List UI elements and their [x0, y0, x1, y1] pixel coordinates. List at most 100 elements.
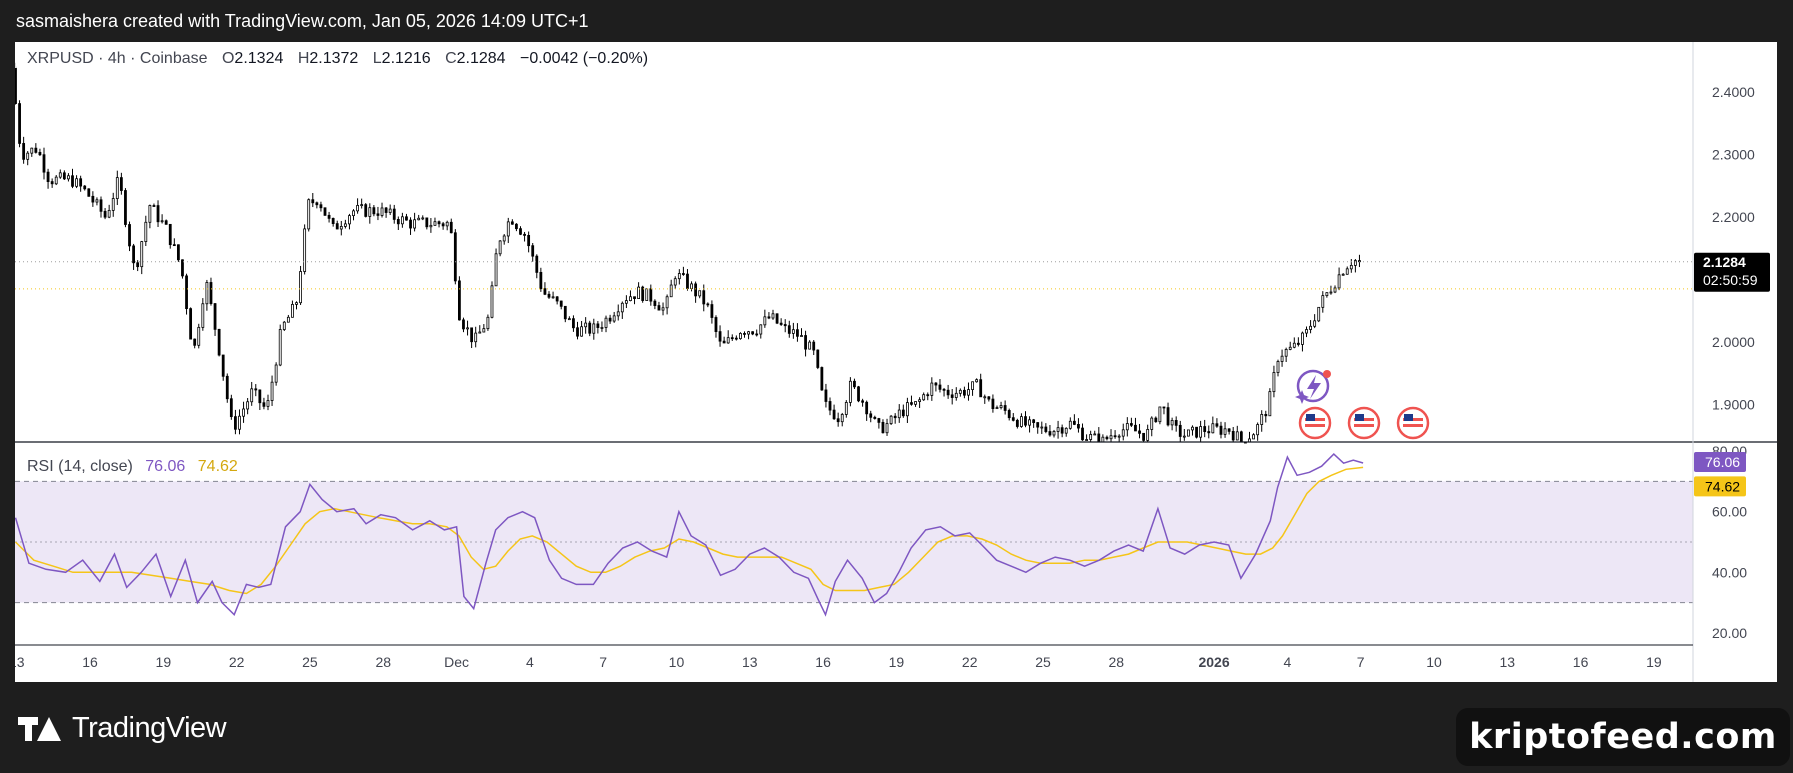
candle-body — [234, 416, 237, 430]
candle-body — [103, 210, 107, 218]
candle-body — [405, 216, 408, 221]
candle-body — [926, 394, 930, 397]
candle-body — [356, 205, 359, 212]
candle-body — [319, 204, 323, 209]
candle-body — [225, 375, 229, 400]
rsi-ma-badge: 74.62 — [1694, 476, 1746, 497]
candle-body — [262, 402, 266, 407]
candle-body — [1101, 436, 1105, 443]
time-axis: 13 16 19 22 25 28 Dec 4 7 10 13 16 19 22 25 28 2026 4 7 10 1… — [15, 654, 1662, 670]
us-flag-icon[interactable] — [1396, 406, 1430, 440]
candle-body — [979, 379, 983, 398]
candle-body — [616, 311, 620, 317]
candle-body — [388, 208, 392, 213]
candle-body — [409, 219, 412, 229]
candle-body — [478, 331, 482, 334]
candle-body — [796, 329, 799, 337]
candle-body — [368, 207, 372, 217]
candle-body — [661, 307, 665, 311]
candle-body — [95, 199, 99, 203]
time-tick-label: 10 — [1426, 654, 1442, 670]
candle-body — [950, 394, 954, 398]
candle-body — [901, 409, 905, 417]
candle-body — [1036, 422, 1040, 428]
candle-body — [421, 217, 425, 220]
candle-body — [958, 389, 962, 394]
candle-body — [172, 244, 176, 247]
candle-body — [250, 388, 254, 403]
candle-body — [466, 327, 469, 330]
candle-body — [812, 341, 816, 351]
candle-body — [238, 415, 241, 430]
candle-body — [339, 226, 343, 230]
candle-body — [1040, 426, 1044, 429]
rsi-ma-line — [15, 466, 1364, 595]
candle-body — [1077, 424, 1080, 429]
candle-body — [645, 288, 649, 301]
candle-body — [539, 271, 543, 290]
candle-body — [1158, 406, 1162, 423]
candle-body — [1072, 420, 1076, 425]
candle-body — [1260, 414, 1264, 425]
candle-body — [209, 282, 213, 305]
candle-body — [392, 208, 396, 220]
low-value: 2.1216 — [382, 50, 431, 67]
candle-body — [820, 367, 824, 391]
candle-body — [938, 384, 942, 390]
candle-body — [307, 199, 311, 230]
chart-caption: sasmaishera created with TradingView.com… — [16, 11, 589, 31]
candle-body — [844, 402, 848, 415]
rsi-title: RSI (14, close) — [27, 458, 133, 475]
candle-body — [1280, 355, 1284, 362]
candle-body — [747, 331, 750, 335]
candle-body — [148, 205, 152, 223]
candle-body — [71, 175, 74, 187]
candle-body — [1146, 429, 1150, 441]
candle-body — [311, 199, 315, 204]
time-tick-label: 19 — [1646, 654, 1662, 670]
candle-body — [991, 398, 995, 410]
candle-body — [853, 380, 856, 388]
candle-body — [498, 240, 502, 255]
candle-body — [1345, 268, 1349, 275]
rsi-badge-value: 76.06 — [1705, 454, 1740, 470]
us-flag-icon[interactable] — [1347, 406, 1381, 440]
time-tick-label: Dec — [444, 654, 469, 670]
candle-body — [1276, 361, 1280, 373]
close-value: 2.1284 — [457, 50, 506, 67]
time-tick-label: 22 — [962, 654, 978, 670]
candle-body — [596, 323, 600, 328]
candle-body — [620, 302, 624, 313]
candle-body — [376, 213, 380, 216]
candle-body — [58, 172, 62, 178]
tradingview-logo[interactable]: TradingView — [18, 712, 227, 745]
candle-body — [164, 220, 168, 225]
candle-body — [889, 415, 893, 425]
candle-body — [197, 326, 201, 346]
us-flag-icon[interactable] — [1298, 406, 1332, 440]
time-tick-label: 4 — [526, 654, 534, 670]
candle-body — [743, 333, 746, 335]
candle-body — [779, 322, 783, 325]
candle-body — [124, 190, 127, 225]
candle-body — [832, 409, 836, 420]
event-icons[interactable] — [1295, 369, 1430, 440]
candle-body — [315, 202, 319, 206]
top-caption-bar: sasmaishera created with TradingView.com… — [0, 0, 1793, 42]
time-tick-label: 16 — [1573, 654, 1589, 670]
candle-body — [22, 143, 26, 160]
candle-body — [1089, 434, 1093, 440]
open-label: O — [222, 50, 234, 67]
flash-event-icon[interactable] — [1295, 369, 1331, 404]
candle-body — [836, 418, 840, 423]
candle-body — [963, 389, 966, 396]
candle-body — [1024, 416, 1027, 426]
candle-body — [384, 207, 388, 213]
candle-body — [1284, 349, 1288, 357]
candle-body — [372, 207, 376, 215]
candle-body — [787, 325, 791, 334]
candle-body — [946, 389, 950, 396]
time-tick-label: 28 — [375, 654, 391, 670]
